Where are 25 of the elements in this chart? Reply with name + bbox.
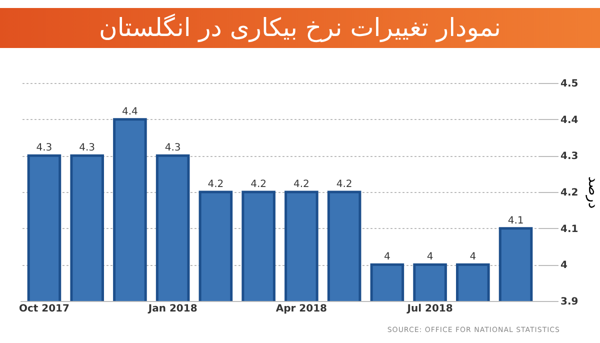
y-tick-label: 4.4 [560, 114, 578, 126]
x-tick-label: Jul 2018 [406, 304, 453, 314]
data-label: 4.1 [508, 215, 524, 226]
y-tick-label: 4.1 [560, 224, 578, 235]
data-label: 4.3 [36, 142, 52, 154]
y-axis-title: درصد [585, 176, 600, 209]
data-label: 4.2 [336, 179, 352, 190]
data-label: 4 [426, 252, 434, 263]
data-label: 4.3 [79, 142, 96, 154]
x-tick-label: Apr 2018 [276, 304, 328, 314]
data-label: 4.3 [164, 142, 181, 154]
data-label: 4 [470, 252, 476, 263]
chart-title: نمودار تغییرات نرخ بیکاری در انگلستان [0, 8, 600, 48]
data-label: 4.2 [293, 179, 310, 190]
data-label: 4.2 [250, 179, 267, 190]
data-label: 4.2 [208, 179, 224, 190]
y-tick-label: 4.2 [560, 188, 578, 198]
y-tick-label: 4 [560, 260, 568, 272]
y-tick-label: 4.3 [560, 151, 578, 162]
x-tick-label: Oct 2017 [18, 304, 70, 314]
data-label: 4 [384, 252, 390, 263]
y-tick-label: 3.9 [560, 296, 578, 308]
x-tick-label: Jan 2018 [147, 304, 198, 314]
data-label: 4.4 [122, 106, 138, 118]
y-tick-label: 4.5 [560, 78, 578, 90]
